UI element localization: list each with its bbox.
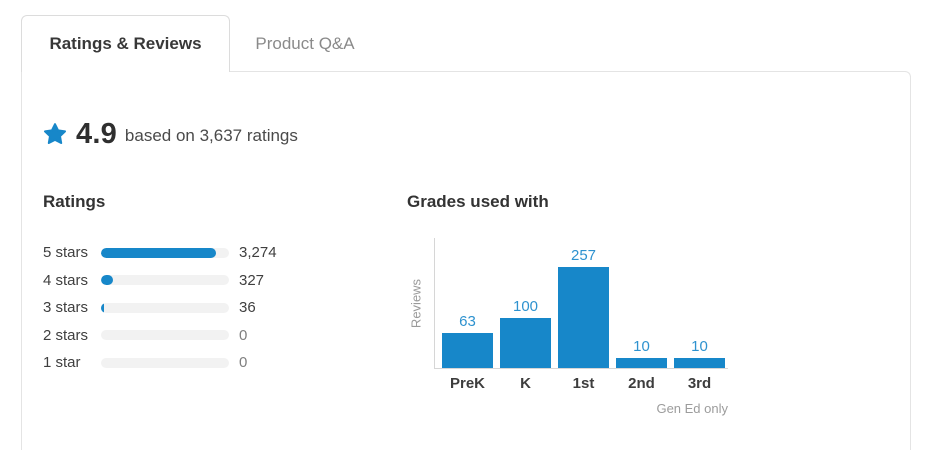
grades-bar-chart: 63 100 257 10 10 — [434, 238, 728, 369]
x-axis-label: 3rd — [687, 375, 712, 392]
rating-row-label: 3 stars — [43, 299, 89, 317]
y-axis-label: Reviews — [408, 278, 424, 329]
bar-value-label: 257 — [570, 247, 597, 264]
rating-bar-track — [101, 247, 229, 258]
average-rating-value: 4.9 — [76, 117, 117, 150]
x-axis-label: K — [520, 375, 531, 392]
x-axis-label: PreK — [449, 375, 486, 392]
bar — [500, 318, 551, 368]
bar-column: 257 — [558, 247, 609, 368]
bar-value-label: 100 — [512, 298, 539, 315]
rating-bar-track — [101, 302, 229, 313]
bar-column: 100 — [500, 298, 551, 368]
rating-count: 327 — [239, 271, 265, 289]
rating-bar-track — [101, 330, 229, 341]
rating-row: 4 stars 327 — [43, 267, 323, 295]
rating-count: 3,274 — [239, 244, 277, 262]
x-axis-label: 1st — [572, 375, 595, 392]
star-icon — [43, 122, 67, 146]
rating-count: 0 — [239, 326, 248, 344]
chart-note: Gen Ed only — [656, 401, 728, 416]
bar-column: 10 — [674, 338, 725, 368]
rating-row-label: 4 stars — [43, 271, 89, 289]
bar — [616, 358, 667, 368]
rating-bar-fill — [101, 302, 104, 313]
bar-column: 63 — [442, 313, 493, 368]
x-axis-label: 2nd — [628, 375, 655, 392]
rating-bar-track — [101, 357, 229, 368]
rating-row-label: 1 star — [43, 354, 81, 372]
rating-bar-track — [101, 275, 229, 286]
bar — [558, 267, 609, 368]
ratings-breakdown-list: 5 stars 3,274 4 stars 327 3 stars 36 2 stars 0 1… — [43, 239, 323, 377]
bar — [442, 333, 493, 368]
rating-summary: 4.9 based on 3,637 ratings — [43, 118, 298, 150]
bar — [674, 358, 725, 368]
ratings-heading: Ratings — [43, 192, 106, 211]
bar-column: 10 — [616, 338, 667, 368]
bar-value-label: 10 — [633, 338, 650, 355]
rating-row-label: 5 stars — [43, 244, 89, 262]
x-axis-labels: PreK K 1st 2nd 3rd — [442, 375, 725, 392]
rating-bar-fill — [101, 247, 216, 258]
rating-count: 36 — [239, 299, 256, 317]
bar-value-label: 63 — [459, 313, 476, 330]
rating-row: 2 stars 0 — [43, 322, 323, 350]
rating-row: 1 star 0 — [43, 349, 323, 377]
rating-count: 0 — [239, 354, 248, 372]
ratings-count-caption: based on 3,637 ratings — [124, 126, 298, 145]
tab-product-qa[interactable]: Product Q&A — [255, 33, 355, 53]
rating-row: 5 stars 3,274 — [43, 239, 323, 267]
ratings-reviews-panel: 4.9 based on 3,637 ratings Ratings 5 sta… — [21, 71, 911, 450]
tab-ratings-reviews[interactable]: Ratings & Reviews — [21, 15, 230, 72]
rating-bar-fill — [101, 275, 113, 286]
rating-row: 3 stars 36 — [43, 294, 323, 322]
bar-value-label: 10 — [691, 338, 708, 355]
rating-row-label: 2 stars — [43, 326, 89, 344]
grades-chart-heading: Grades used with — [407, 192, 549, 211]
